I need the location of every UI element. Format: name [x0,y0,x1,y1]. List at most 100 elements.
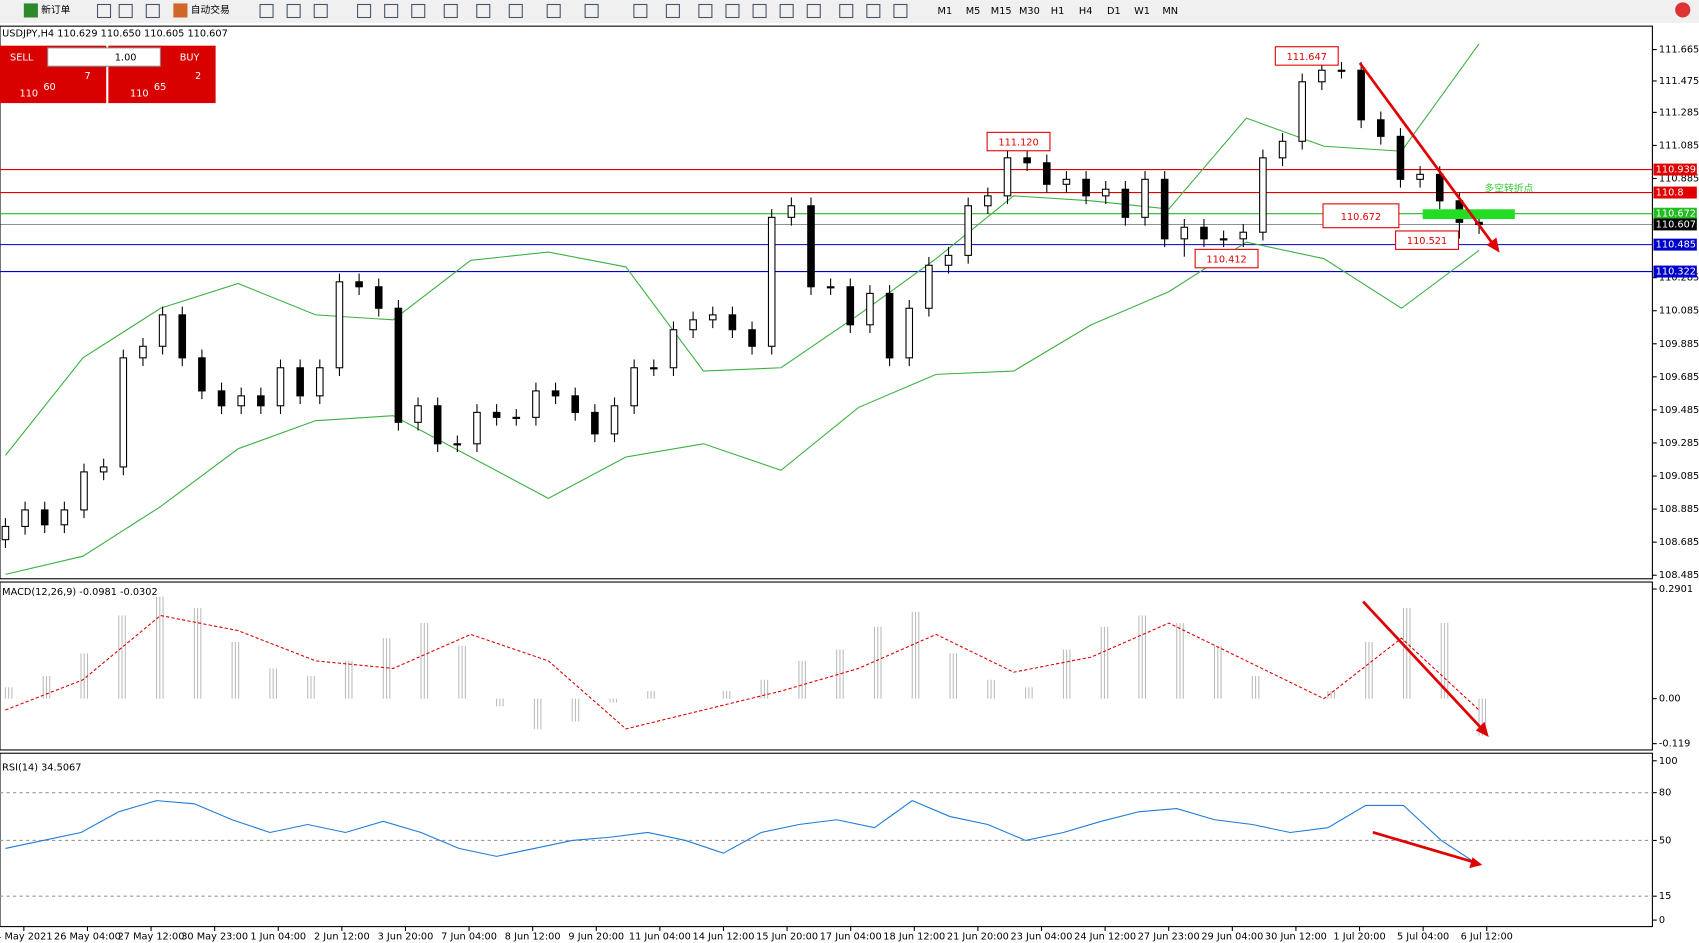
price-tag-label: 110.485 [1656,240,1696,251]
x-tick-label: 2 Jun 12:00 [314,931,370,942]
toolbar-button[interactable]: 自动交易 [191,3,230,16]
toolbar-icon[interactable] [384,3,399,19]
candle-body [1298,81,1306,142]
panel-title: RSI(14) 34.5067 [2,762,81,773]
candle-body [374,286,383,309]
y-tick-label: 111.475 [1659,76,1699,87]
candle-body [178,314,187,359]
y-tick-label: 0.2901 [1659,584,1693,595]
candle-body [1396,135,1405,180]
y-tick-label: 109.085 [1659,471,1699,482]
toolbar-icon[interactable] [443,3,458,19]
toolbar-icon[interactable] [779,3,794,19]
toolbar-icon[interactable] [313,3,328,19]
macd-signal [5,614,1480,730]
candle-body [866,292,874,326]
candle-body [846,286,855,326]
y-tick-label: 110.885 [1659,173,1699,184]
toolbar-icon[interactable] [259,3,274,19]
highlight-bar [1422,209,1515,220]
candle-body [1357,69,1365,121]
toolbar-icon[interactable] [806,3,821,19]
candle-body [571,395,580,413]
timeframe-button[interactable]: M30 [1019,6,1040,17]
candle-body [1435,173,1444,202]
candle-body [1,525,10,541]
toolbar-icon[interactable] [893,3,908,19]
price-tag [1653,238,1697,251]
candle-body [807,205,815,288]
candle-body [512,416,521,419]
x-tick-label: 1 Jun 04:00 [250,931,306,942]
timeframe-button[interactable]: H4 [1079,6,1093,17]
candle-body [473,411,481,445]
candle-body [394,307,403,423]
toolbar-icon[interactable] [839,3,854,19]
price-tag [1653,186,1697,199]
rsi-line [5,800,1480,866]
candle-body [1318,69,1326,83]
annotation-box [1395,230,1459,250]
candle-body [1377,119,1385,137]
toolbar-icon[interactable] [476,3,491,19]
lot-field[interactable] [47,47,161,67]
toolbar-icon[interactable] [698,3,713,19]
candle-body [826,286,835,289]
toolbar-icon[interactable] [118,3,133,19]
candle-body [787,205,796,218]
candle-body [453,443,462,446]
y-tick-label: 108.485 [1659,570,1699,581]
candle-body [60,509,69,526]
timeframe-button[interactable]: W1 [1134,6,1150,17]
toolbar-icon[interactable] [546,3,561,19]
candle-body [964,205,972,256]
y-tick-label: 110.085 [1659,306,1699,317]
toolbar-icon[interactable] [725,3,740,19]
toolbar-icon[interactable] [286,3,301,19]
price-big: 60 [43,82,55,93]
toolbar-icon[interactable] [357,3,372,19]
toolbar-icon[interactable] [145,3,160,19]
toolbar-icon[interactable] [411,3,426,19]
timeframe-button[interactable]: H1 [1051,6,1065,17]
candle-body [610,405,619,435]
price-tag-label: 110.322 [1656,267,1696,278]
toolbar-icon[interactable] [633,3,648,19]
candle-body [650,367,658,370]
timeframe-button[interactable]: M5 [966,6,981,17]
candle-body [1239,231,1248,240]
price-prefix: 110 [130,88,149,99]
candle-body [237,395,245,407]
toolbar-icon[interactable] [866,3,881,19]
candle-body [1023,157,1031,164]
timeframe-button[interactable]: M1 [938,6,953,17]
toolbar-icon[interactable] [96,3,112,19]
main-panel [0,25,1653,580]
y-tick-label: 100 [1659,756,1678,767]
candle-body [767,216,776,347]
toolbar-icon[interactable] [752,3,767,19]
buy-button[interactable]: BUY [180,53,200,64]
toolbar-icon[interactable] [665,3,680,19]
candle-body [905,307,914,359]
y-tick-label: 0 [1659,915,1665,926]
candle-body [119,357,128,468]
price-tag-label: 110.607 [1656,219,1696,230]
y-tick-label: 110.285 [1659,273,1699,284]
sell-button[interactable]: SELL [10,53,34,64]
toolbar-button[interactable]: 新订单 [41,3,70,16]
annotation: 111.647 [1287,52,1327,63]
candle-body [355,281,363,288]
timeframe-button[interactable]: D1 [1107,6,1121,17]
arrow-head [1469,857,1483,869]
toolbar-icon[interactable] [584,3,599,19]
timeframe-button[interactable]: MN [1162,6,1178,17]
timeframe-button[interactable]: M15 [991,6,1012,17]
y-tick-label: -0.119 [1659,739,1690,750]
candle-body [158,314,167,347]
price-tag-label: 110.672 [1656,209,1696,220]
candle-body [1200,226,1208,240]
y-tick-label: 109.885 [1659,339,1699,350]
candle-body [492,411,501,418]
toolbar-icon[interactable] [508,3,523,19]
